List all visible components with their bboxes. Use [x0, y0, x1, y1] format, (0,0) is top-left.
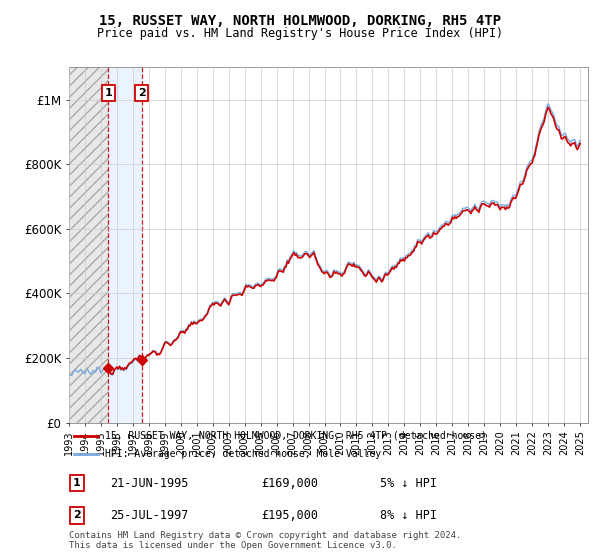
Bar	[69, 67, 109, 423]
Text: 1: 1	[104, 88, 112, 98]
Text: Contains HM Land Registry data © Crown copyright and database right 2024.
This d: Contains HM Land Registry data © Crown c…	[69, 531, 461, 550]
Text: 21-JUN-1995: 21-JUN-1995	[110, 477, 189, 490]
Text: Price paid vs. HM Land Registry's House Price Index (HPI): Price paid vs. HM Land Registry's House …	[97, 27, 503, 40]
Text: 1: 1	[73, 478, 80, 488]
Text: £195,000: £195,000	[261, 509, 318, 522]
Text: 25-JUL-1997: 25-JUL-1997	[110, 509, 189, 522]
Text: 5% ↓ HPI: 5% ↓ HPI	[380, 477, 437, 490]
Bar	[69, 67, 109, 423]
Text: 15, RUSSET WAY, NORTH HOLMWOOD, DORKING, RH5 4TP (detached house): 15, RUSSET WAY, NORTH HOLMWOOD, DORKING,…	[106, 431, 487, 441]
Text: 15, RUSSET WAY, NORTH HOLMWOOD, DORKING, RH5 4TP: 15, RUSSET WAY, NORTH HOLMWOOD, DORKING,…	[99, 14, 501, 28]
Text: £169,000: £169,000	[261, 477, 318, 490]
Text: HPI: Average price, detached house, Mole Valley: HPI: Average price, detached house, Mole…	[106, 449, 382, 459]
Text: 8% ↓ HPI: 8% ↓ HPI	[380, 509, 437, 522]
Bar	[109, 67, 142, 423]
Text: 2: 2	[138, 88, 146, 98]
Text: 2: 2	[73, 510, 80, 520]
